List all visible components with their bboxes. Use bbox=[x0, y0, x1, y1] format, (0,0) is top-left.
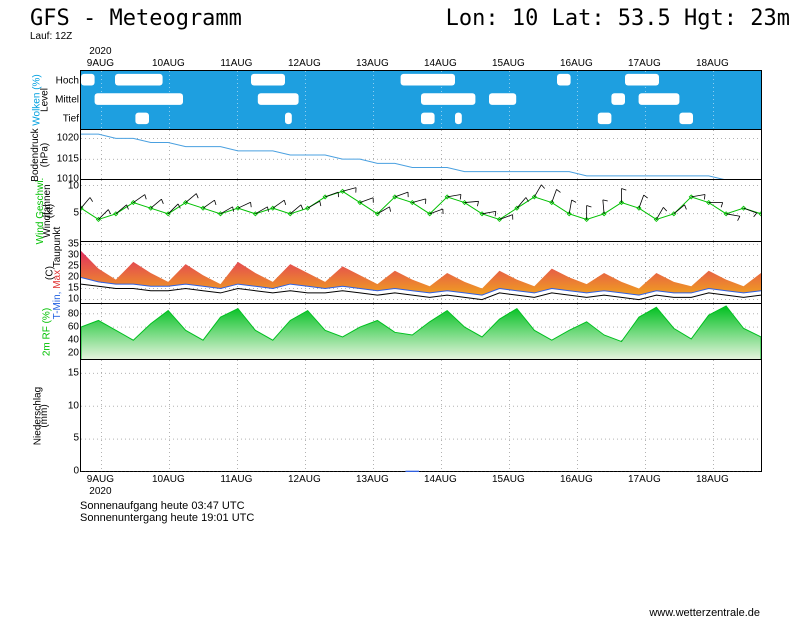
footer: Sonnenaufgang heute 03:47 UTC Sonnenunte… bbox=[80, 500, 254, 524]
sunset-text: Sonnenuntergang heute 19:01 UTC bbox=[80, 512, 254, 524]
credit-text: www.wetterzentrale.de bbox=[649, 607, 760, 619]
sunrise-text: Sonnenaufgang heute 03:47 UTC bbox=[80, 500, 254, 512]
x-axis-top: 20209AUG10AUG11AUG12AUG13AUG14AUG15AUG16… bbox=[80, 48, 760, 68]
chart-coords: Lon: 10 Lat: 53.5 Hgt: 23m bbox=[446, 6, 790, 31]
chart-title: GFS - Meteogramm bbox=[30, 6, 242, 31]
chart-panels: Wolken (%)LevelHochMittelTief10101015102… bbox=[80, 70, 762, 472]
run-label: Lauf: 12Z bbox=[0, 31, 800, 42]
